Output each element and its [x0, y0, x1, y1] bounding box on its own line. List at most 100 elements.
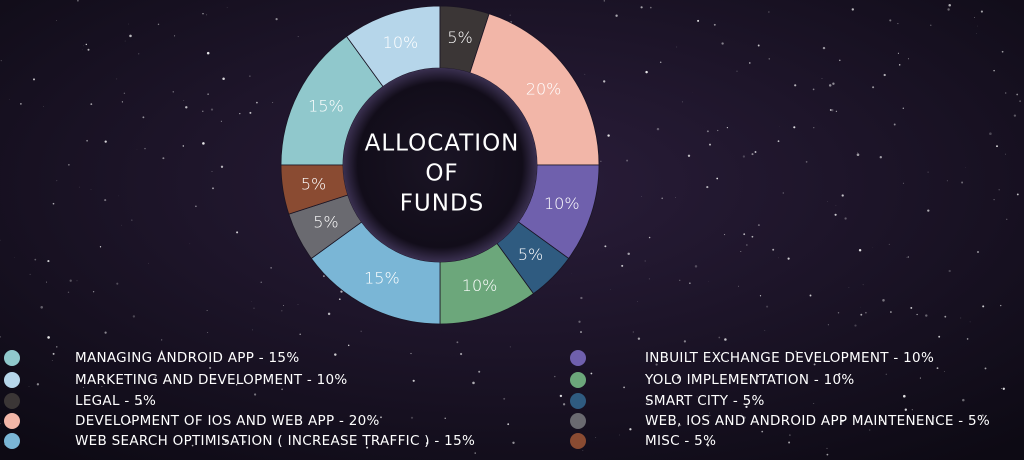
legend-swatch	[4, 372, 20, 388]
star	[679, 424, 682, 426]
star	[839, 59, 841, 62]
star	[831, 109, 834, 112]
legend-swatch	[4, 433, 20, 449]
star	[948, 3, 951, 7]
star	[131, 219, 133, 221]
star	[637, 337, 641, 340]
star	[104, 199, 107, 202]
data-label: 10%	[383, 33, 419, 52]
star	[757, 224, 760, 227]
star	[632, 331, 634, 333]
star	[906, 256, 908, 258]
star	[603, 0, 605, 2]
star	[757, 375, 760, 378]
star	[1001, 50, 1004, 53]
star	[183, 100, 185, 101]
data-label: 15%	[364, 269, 400, 288]
star	[615, 14, 618, 17]
star	[426, 442, 429, 445]
star	[996, 145, 998, 148]
star	[1000, 304, 1002, 307]
star	[916, 313, 918, 316]
star	[222, 77, 225, 80]
star	[56, 20, 57, 21]
star	[889, 19, 892, 22]
star	[207, 331, 209, 334]
star	[829, 109, 832, 111]
star	[772, 248, 775, 251]
star	[813, 403, 815, 405]
star	[743, 233, 746, 236]
star	[1005, 153, 1006, 155]
star	[944, 371, 945, 372]
star	[0, 423, 1, 425]
legend-swatch	[570, 413, 586, 429]
star	[272, 102, 274, 103]
legend-label: WEB, IOS AND ANDROID APP MAINTENENCE - 5…	[645, 413, 990, 429]
star	[213, 377, 216, 381]
star	[761, 430, 764, 433]
star	[283, 305, 284, 306]
data-label: 5%	[313, 213, 338, 232]
star	[694, 265, 698, 268]
star	[938, 335, 941, 338]
star	[220, 165, 224, 168]
star	[621, 264, 624, 267]
star	[142, 116, 145, 119]
star	[907, 58, 909, 60]
star	[793, 126, 796, 129]
star	[902, 107, 904, 109]
star	[961, 181, 964, 184]
star	[883, 73, 886, 77]
star	[962, 398, 965, 402]
star	[243, 440, 246, 444]
star	[794, 84, 797, 87]
star	[980, 10, 983, 13]
star	[805, 161, 808, 163]
star	[253, 307, 255, 309]
star	[148, 262, 149, 264]
star	[202, 12, 204, 15]
star	[174, 35, 176, 37]
star	[689, 282, 691, 284]
star	[944, 315, 947, 318]
star	[212, 187, 214, 190]
star	[930, 24, 932, 26]
star	[281, 388, 283, 391]
star	[191, 444, 194, 447]
star	[706, 186, 709, 189]
star	[47, 260, 50, 263]
star	[220, 120, 222, 122]
star	[812, 88, 815, 91]
legend-label: YOLO IMPLEMENTATION - 10%	[644, 372, 855, 388]
chart-title: ALLOCATION	[365, 131, 520, 157]
star	[554, 375, 556, 378]
star	[68, 164, 70, 166]
star	[210, 108, 214, 111]
star	[236, 231, 239, 234]
star	[1013, 114, 1017, 117]
star	[648, 278, 650, 280]
star	[51, 359, 53, 361]
star	[960, 317, 962, 319]
star	[789, 434, 791, 436]
star	[77, 0, 79, 2]
star	[132, 315, 136, 318]
star	[1002, 387, 1005, 390]
star	[813, 127, 815, 129]
star	[911, 409, 913, 411]
star	[740, 251, 742, 252]
star	[444, 417, 446, 419]
star	[347, 344, 350, 347]
star	[681, 101, 683, 103]
star	[189, 243, 191, 245]
star	[29, 273, 31, 275]
donut-hole	[343, 68, 537, 262]
star	[727, 359, 728, 360]
star	[1019, 100, 1021, 103]
legend-swatch	[4, 393, 20, 409]
star	[360, 330, 362, 333]
star	[787, 257, 790, 260]
star	[478, 370, 481, 373]
